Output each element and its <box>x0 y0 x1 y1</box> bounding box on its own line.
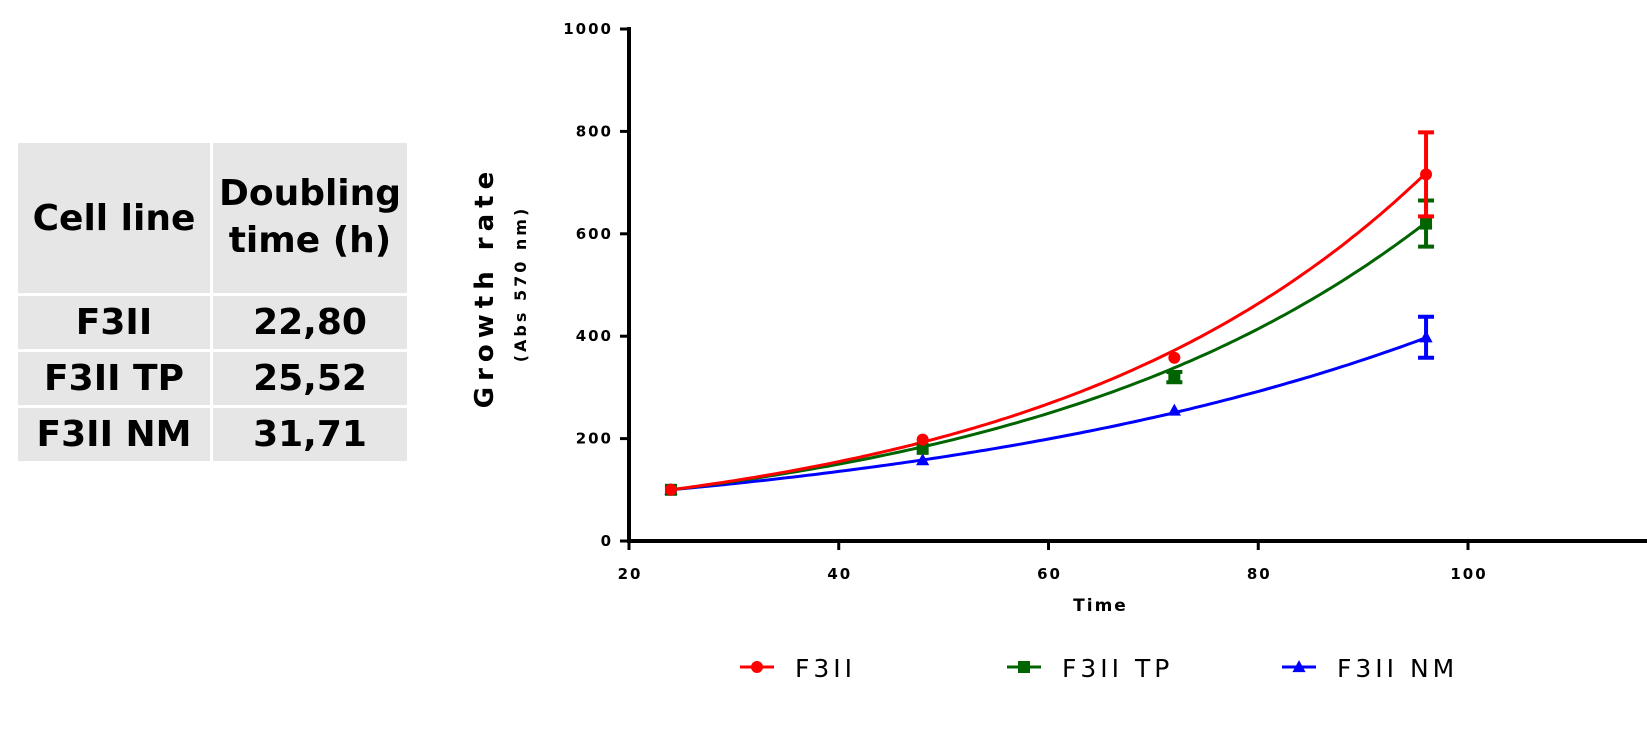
legend-marker <box>1292 660 1306 673</box>
x-tick-label: 80 <box>1247 565 1272 583</box>
fit-curve-f3ii-nm <box>670 336 1427 492</box>
x-tick-label: 20 <box>618 565 643 583</box>
legend-marker <box>1018 661 1030 673</box>
data-point <box>1420 217 1433 230</box>
y-tick-label: 200 <box>576 430 613 448</box>
x-tick-label: 60 <box>1037 565 1062 583</box>
cell-line-name: F3II <box>18 296 210 349</box>
data-point <box>916 433 929 446</box>
legend-marker <box>751 661 763 673</box>
data-point <box>1419 330 1433 343</box>
y-tick-label: 1000 <box>563 20 613 38</box>
y-tick-label: 0 <box>601 532 613 550</box>
y-tick-label: 400 <box>576 327 613 345</box>
data-point <box>664 483 677 496</box>
data-point <box>916 442 929 455</box>
cell-line-name: F3II TP <box>18 352 210 405</box>
doubling-time-value: 31,71 <box>213 408 407 461</box>
data-point <box>1420 168 1433 181</box>
fit-curve-f3ii <box>670 171 1428 492</box>
table-row: F3II NM 31,71 <box>18 408 407 461</box>
data-point <box>1167 403 1181 416</box>
data-point <box>916 453 930 466</box>
table-header-row: Cell line Doubling time (h) <box>18 143 407 293</box>
header-doubling-line1: Doubling <box>218 173 402 215</box>
cell-line-name: F3II NM <box>18 408 210 461</box>
y-tick-label: 800 <box>576 122 613 140</box>
y-axis-subtitle: (Abs 570 nm) <box>511 206 530 363</box>
legend-label: F3II TP <box>1062 654 1173 683</box>
table-row: F3II 22,80 <box>18 296 407 349</box>
header-doubling-line2: time (h) <box>228 220 392 261</box>
header-cell-line: Cell line <box>18 143 210 293</box>
y-axis-title: Growth rate <box>470 166 500 408</box>
x-axis-title: Time <box>1073 596 1128 616</box>
data-point <box>1168 371 1181 384</box>
data-point <box>1168 351 1181 364</box>
x-tick-label: 100 <box>1450 565 1487 583</box>
header-doubling-time: Doubling time (h) <box>213 143 407 293</box>
x-tick-label: 40 <box>827 565 852 583</box>
doubling-time-table: Cell line Doubling time (h) F3II 22,80 F3… <box>15 140 410 464</box>
doubling-time-value: 25,52 <box>213 352 407 405</box>
table-row: F3II TP 25,52 <box>18 352 407 405</box>
y-tick-label: 600 <box>576 225 613 243</box>
fit-curve-f3ii-tp <box>670 221 1427 492</box>
legend-label: F3II NM <box>1337 654 1458 683</box>
doubling-time-value: 22,80 <box>213 296 407 349</box>
legend-label: F3II <box>795 654 856 683</box>
header-cell-line-text: Cell line <box>32 197 196 239</box>
